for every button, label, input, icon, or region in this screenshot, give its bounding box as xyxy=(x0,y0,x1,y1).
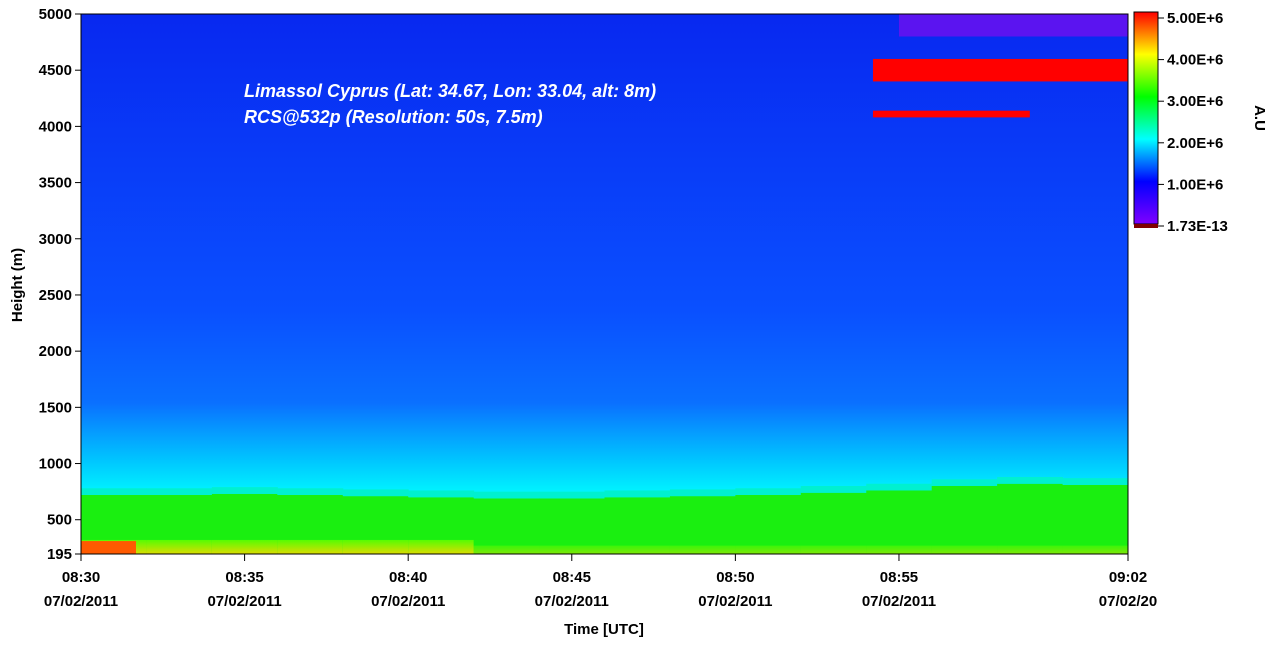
surface-layer-cell xyxy=(1062,545,1129,554)
y-tick-label: 3500 xyxy=(39,175,72,192)
boundary-layer-edge xyxy=(539,491,605,499)
y-tick-label: 4000 xyxy=(39,118,72,135)
boundary-layer-edge xyxy=(1062,478,1129,485)
x-tick-time: 08:35 xyxy=(225,569,263,586)
x-tick-time: 08:30 xyxy=(62,569,100,586)
x-tick-date: 07/02/20 xyxy=(1099,593,1157,610)
boundary-layer-edge xyxy=(800,486,867,493)
surface-layer-cell xyxy=(277,539,344,554)
x-axis: 08:30 07/02/2011 08:35 07/02/2011 08:40 07/02… xyxy=(44,554,1157,610)
boundary-layer-column xyxy=(997,483,1064,554)
boundary-layer-edge xyxy=(604,490,671,498)
colorbar-tick-label: 1.73E-13 xyxy=(1167,218,1228,235)
x-tick-time: 08:40 xyxy=(389,569,427,586)
boundary-layer-column xyxy=(604,497,671,554)
boundary-layer-edge xyxy=(408,490,475,498)
surface-layer-cell xyxy=(735,545,802,554)
plot-frame xyxy=(80,13,1129,555)
boundary-layer-column xyxy=(866,490,933,554)
surface-layer-cell xyxy=(473,545,540,554)
colorbar-tick-label: 5.00E+6 xyxy=(1167,10,1223,27)
surface-layer-cell xyxy=(539,545,605,554)
colorbar: 5.00E+6 4.00E+6 3.00E+6 2.00E+6 1.00E+6 1.73E… xyxy=(1133,10,1268,235)
boundary-layer-column xyxy=(1062,484,1129,554)
boundary-layer-edge xyxy=(342,489,409,497)
y-tick-label: 2500 xyxy=(39,287,72,304)
y-axis: 195 500 1000 1500 2000 2500 3000 3500 4000 4500 50… xyxy=(39,6,81,563)
y-tick-label: 5000 xyxy=(39,6,72,23)
boundary-layer-edge xyxy=(211,487,278,494)
y-tick-label: 3000 xyxy=(39,231,72,248)
y-tick-label: 1000 xyxy=(39,456,72,473)
boundary-layer-edge xyxy=(473,491,540,499)
x-tick-date: 07/02/2011 xyxy=(535,593,609,610)
surface-layer-cell xyxy=(931,545,998,554)
x-tick-date: 07/02/2011 xyxy=(207,593,281,610)
x-tick-time: 08:50 xyxy=(716,569,754,586)
surface-layer-cell xyxy=(669,545,736,554)
surface-layer-cell xyxy=(342,539,409,554)
boundary-layer-edge xyxy=(931,479,998,487)
boundary-layer-edge xyxy=(669,489,736,497)
y-tick-label: 1500 xyxy=(39,399,72,416)
boundary-layer-column xyxy=(669,496,736,554)
surface-layer-cell xyxy=(997,545,1064,554)
colorbar-tick-label: 1.00E+6 xyxy=(1167,176,1223,193)
annotation-product: RCS@532p (Resolution: 50s, 7.5m) xyxy=(244,107,543,127)
boundary-layer-edge xyxy=(277,488,344,495)
boundary-layer-column xyxy=(539,498,605,554)
surface-layer-cell xyxy=(800,545,867,554)
y-tick-label: 4500 xyxy=(39,62,72,79)
boundary-layer-column xyxy=(735,494,802,554)
y-tick-label: 195 xyxy=(47,546,72,563)
boundary-layer-column xyxy=(931,486,998,554)
boundary-layer-edge xyxy=(735,488,802,495)
x-tick-time: 08:55 xyxy=(880,569,918,586)
cloud-shadow-region xyxy=(898,14,1128,37)
y-tick-label: 2000 xyxy=(39,343,72,360)
colorbar-tick-label: 3.00E+6 xyxy=(1167,93,1223,110)
cloud-layer-lower xyxy=(872,110,1030,118)
surface-layer-cell xyxy=(146,539,213,554)
x-tick-date: 07/02/2011 xyxy=(44,593,118,610)
colorbar-tick-label: 2.00E+6 xyxy=(1167,135,1223,152)
colorbar-gradient xyxy=(1133,11,1159,225)
y-axis-title: Height (m) xyxy=(9,248,26,322)
boundary-layer-edge xyxy=(146,488,213,495)
y-tick-label: 500 xyxy=(47,512,72,529)
boundary-layer-edge xyxy=(81,488,147,495)
boundary-layer-column xyxy=(800,492,867,554)
x-tick-date: 07/02/2011 xyxy=(371,593,445,610)
surface-layer-cell xyxy=(604,545,671,554)
plot-area xyxy=(80,13,1129,555)
x-tick-date: 07/02/2011 xyxy=(862,593,936,610)
surface-layer-cell xyxy=(866,545,933,554)
colorbar-floor xyxy=(1134,224,1158,228)
x-tick-time: 09:02 xyxy=(1109,569,1147,586)
heatmap-background xyxy=(81,14,1128,554)
x-axis-title: Time [UTC] xyxy=(564,621,644,638)
boundary-layer-column xyxy=(473,498,540,554)
colorbar-tick-label: 4.00E+6 xyxy=(1167,52,1223,69)
x-tick-time: 08:45 xyxy=(553,569,591,586)
surface-layer-cell xyxy=(408,539,475,554)
surface-hotspot xyxy=(81,541,136,554)
boundary-layer-edge xyxy=(997,477,1064,484)
x-tick-date: 07/02/2011 xyxy=(698,593,772,610)
annotation-location: Limassol Cyprus (Lat: 34.67, Lon: 33.04,… xyxy=(244,81,656,101)
colorbar-title: A.U xyxy=(1251,105,1268,131)
cloud-layer-upper xyxy=(872,58,1128,82)
boundary-layer-edge xyxy=(866,483,933,491)
surface-layer-cell xyxy=(211,539,278,554)
